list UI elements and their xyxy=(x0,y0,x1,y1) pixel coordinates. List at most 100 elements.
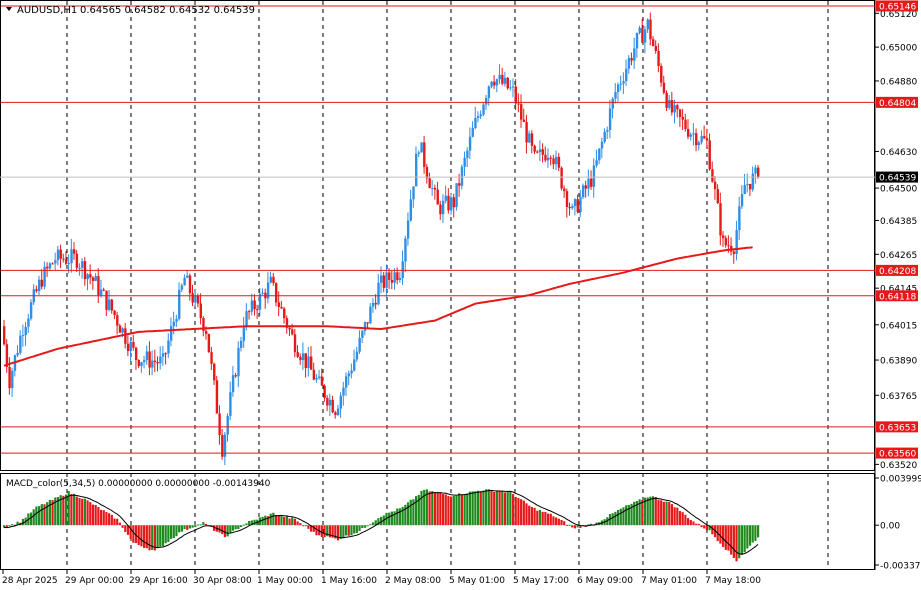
candle-bull xyxy=(606,129,609,132)
macd-bar xyxy=(625,505,628,526)
macd-bar xyxy=(393,511,396,526)
macd-bar xyxy=(487,489,490,526)
candle-bull xyxy=(444,195,448,201)
candle-bear xyxy=(221,435,224,457)
macd-bar xyxy=(369,524,372,526)
macd-bar xyxy=(226,525,229,537)
macd-bar xyxy=(735,525,738,562)
macd-bar xyxy=(234,525,237,530)
macd-bar xyxy=(309,525,313,532)
candle-bull xyxy=(307,356,310,369)
macd-bar xyxy=(99,509,103,526)
candle-bear xyxy=(272,276,275,283)
candle-bull xyxy=(371,303,375,307)
candle-bear xyxy=(520,104,523,120)
candle-bear xyxy=(102,289,106,291)
macd-bar xyxy=(455,495,458,526)
macd-bar xyxy=(423,489,426,526)
macd-bar xyxy=(730,525,733,555)
candle-bear xyxy=(110,299,114,311)
time-axis-label: 7 May 18:00 xyxy=(705,576,761,586)
macd-bar xyxy=(132,525,135,543)
macd-bar xyxy=(318,525,321,536)
macd-bar xyxy=(73,493,76,526)
macd-bar xyxy=(172,525,175,539)
macd-bar xyxy=(692,521,695,526)
price-axis-label: 0.64015 xyxy=(880,321,917,331)
candle-bull xyxy=(614,92,617,99)
time-axis-label: 5 May 17:00 xyxy=(513,576,569,586)
macd-bar xyxy=(533,507,536,526)
candle-bear xyxy=(374,303,378,305)
macd-bar xyxy=(347,525,350,536)
candle-bear xyxy=(280,307,283,309)
macd-bar xyxy=(651,496,655,526)
candle-bear xyxy=(116,315,119,326)
candle-bull xyxy=(479,114,483,117)
candle-bear xyxy=(686,129,690,137)
candle-bull xyxy=(503,77,507,84)
macd-bar xyxy=(695,523,698,526)
candle-bull xyxy=(250,300,254,312)
macd-bar xyxy=(344,525,348,536)
macd-bar xyxy=(59,495,62,526)
candle-bull xyxy=(363,322,367,331)
candle-bull xyxy=(546,157,550,161)
macd-bar xyxy=(485,489,488,526)
candle-bull xyxy=(353,359,356,371)
candle-bull xyxy=(231,375,235,393)
candle-bull xyxy=(385,272,388,288)
macd-bar xyxy=(43,504,46,526)
macd-bar xyxy=(169,525,173,539)
price-panel-frame xyxy=(0,0,875,471)
candle-bear xyxy=(705,138,709,141)
macd-bar xyxy=(552,516,555,526)
macd-bar xyxy=(490,490,493,526)
candle-bear xyxy=(64,259,68,264)
macd-bar xyxy=(199,524,202,526)
macd-bar xyxy=(406,502,410,526)
candle-bull xyxy=(633,48,636,61)
candle-bull xyxy=(94,276,97,281)
candle-bear xyxy=(202,317,205,331)
candle-bull xyxy=(54,260,57,264)
macd-bar xyxy=(509,491,512,526)
macd-bar xyxy=(83,498,86,526)
macd-bar xyxy=(202,522,205,526)
macd-bar xyxy=(622,507,625,526)
candle-bull xyxy=(86,274,89,280)
candle-bear xyxy=(105,290,108,310)
candle-bear xyxy=(568,207,571,209)
macd-bar xyxy=(143,525,146,549)
candle-bull xyxy=(172,321,176,327)
candle-bull xyxy=(380,275,383,283)
candle-bear xyxy=(256,309,259,311)
macd-bar xyxy=(97,507,100,526)
symbol-label: AUDUSD,H1 xyxy=(17,5,77,16)
candle-bear xyxy=(716,189,720,204)
horizontal-levels[interactable] xyxy=(1,5,875,454)
dropdown-triangle-icon[interactable] xyxy=(6,7,12,11)
macd-bar xyxy=(288,518,291,526)
candle-bull xyxy=(301,353,305,360)
macd-bar xyxy=(751,525,754,543)
candle-bull xyxy=(16,352,19,356)
macd-bar xyxy=(541,511,544,526)
macd-bar xyxy=(520,499,523,526)
macd-bar xyxy=(380,516,383,526)
candle-bull xyxy=(409,199,413,221)
candle-bear xyxy=(326,397,329,406)
macd-bar xyxy=(218,525,221,533)
candle-bull xyxy=(347,373,351,377)
macd-bar xyxy=(740,525,744,555)
macd-bar xyxy=(277,515,280,526)
candle-bull xyxy=(754,167,757,174)
candle-bull xyxy=(466,150,469,158)
candle-bull xyxy=(29,302,33,319)
candle-bear xyxy=(148,351,151,368)
candle-bear xyxy=(665,92,668,108)
macd-bar xyxy=(638,499,641,526)
macd-bar xyxy=(126,525,130,535)
macd-bar xyxy=(721,525,725,547)
